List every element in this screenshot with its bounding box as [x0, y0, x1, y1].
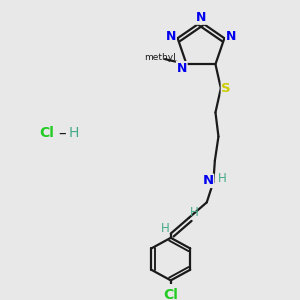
Text: H: H [161, 222, 170, 235]
Text: N: N [166, 30, 176, 43]
Text: methyl: methyl [144, 53, 175, 62]
Text: H: H [190, 206, 199, 219]
Text: N: N [177, 62, 187, 75]
Text: –: – [58, 126, 66, 141]
Text: S: S [221, 82, 231, 95]
Text: Cl: Cl [39, 126, 54, 140]
Text: Cl: Cl [163, 288, 178, 300]
Text: H: H [218, 172, 226, 185]
Text: N: N [226, 30, 236, 43]
Text: N: N [202, 174, 214, 187]
Text: N: N [196, 11, 206, 24]
Text: H: H [68, 126, 79, 140]
